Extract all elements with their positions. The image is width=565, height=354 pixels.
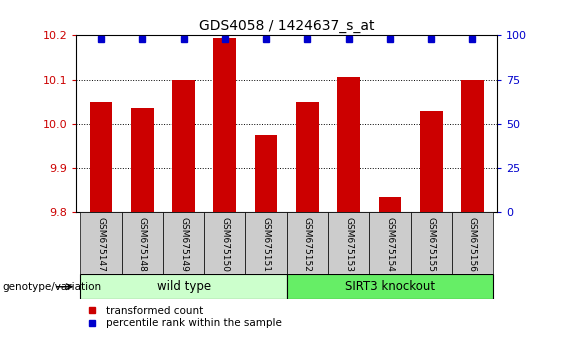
Bar <box>121 212 163 274</box>
Bar <box>287 212 328 274</box>
Bar <box>90 102 112 212</box>
Text: GSM675153: GSM675153 <box>344 217 353 272</box>
Text: genotype/variation: genotype/variation <box>3 282 102 292</box>
Bar <box>337 78 360 212</box>
Bar <box>80 212 121 274</box>
Bar <box>255 135 277 212</box>
Text: wild type: wild type <box>157 280 211 293</box>
Bar <box>245 212 287 274</box>
Bar <box>204 212 245 274</box>
Text: GSM675150: GSM675150 <box>220 217 229 272</box>
Text: GSM675151: GSM675151 <box>262 217 271 272</box>
Text: GSM675155: GSM675155 <box>427 217 436 272</box>
Legend: transformed count, percentile rank within the sample: transformed count, percentile rank withi… <box>81 306 282 328</box>
Text: GSM675156: GSM675156 <box>468 217 477 272</box>
Bar <box>370 212 411 274</box>
Bar <box>172 80 195 212</box>
Text: GSM675148: GSM675148 <box>138 217 147 272</box>
Bar <box>214 38 236 212</box>
Bar <box>452 212 493 274</box>
Text: GSM675149: GSM675149 <box>179 217 188 272</box>
Bar <box>131 108 154 212</box>
Bar <box>461 80 484 212</box>
Text: GSM675154: GSM675154 <box>385 217 394 272</box>
Bar <box>379 197 401 212</box>
Bar <box>411 212 452 274</box>
Text: SIRT3 knockout: SIRT3 knockout <box>345 280 435 293</box>
Bar <box>287 274 493 299</box>
Text: GSM675152: GSM675152 <box>303 217 312 272</box>
Title: GDS4058 / 1424637_s_at: GDS4058 / 1424637_s_at <box>199 19 375 33</box>
Text: GSM675147: GSM675147 <box>97 217 106 272</box>
Bar <box>296 102 319 212</box>
Bar <box>420 110 442 212</box>
Bar <box>80 274 286 299</box>
Bar <box>328 212 370 274</box>
Bar <box>163 212 204 274</box>
